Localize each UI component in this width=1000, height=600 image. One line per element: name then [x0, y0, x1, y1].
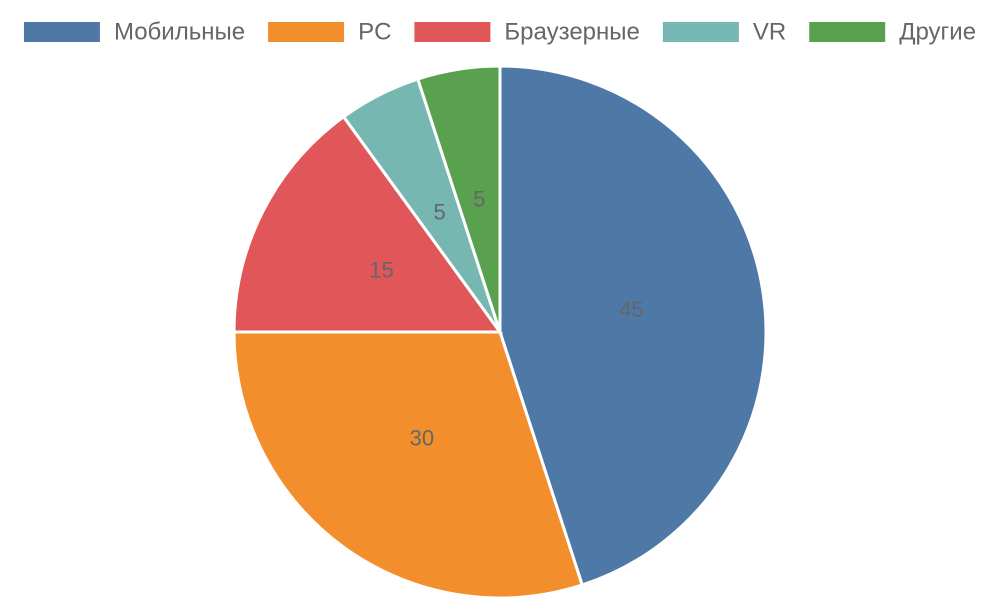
legend-swatch — [809, 22, 886, 42]
legend-swatch — [268, 22, 345, 42]
legend-label: Другие — [899, 18, 976, 45]
data-label: 5 — [473, 186, 485, 211]
legend-label: Мобильные — [114, 18, 245, 45]
legend-swatch — [23, 22, 100, 42]
data-label: 5 — [433, 199, 445, 224]
pie-slice — [498, 64, 768, 587]
data-label: 30 — [410, 425, 434, 450]
legend-label: Браузерные — [504, 18, 639, 45]
legend-swatch — [414, 22, 491, 42]
legend-swatch — [662, 22, 739, 42]
pie-slice — [232, 330, 585, 600]
legend-label: VR — [753, 18, 786, 45]
data-label: 45 — [619, 297, 643, 322]
pie-slice — [232, 114, 503, 334]
legend-label: PC — [358, 18, 391, 45]
data-label: 15 — [369, 257, 393, 282]
pie-slice — [415, 64, 502, 333]
